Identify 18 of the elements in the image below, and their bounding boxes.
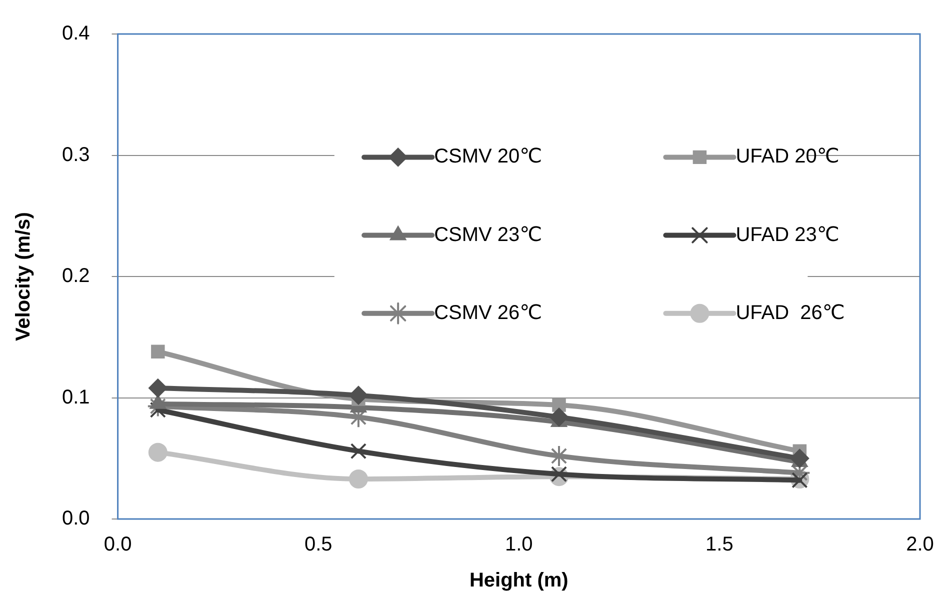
y-tick-label: 0.3: [62, 144, 90, 166]
legend-label: CSMV 26℃: [434, 302, 542, 324]
x-tick-label: 1.0: [504, 534, 533, 556]
y-tick-label: 0.2: [62, 265, 90, 288]
legend-label: UFAD 20℃: [736, 146, 840, 168]
x-axis-title: Height (m): [469, 570, 568, 592]
legend-label: UFAD 26℃: [736, 302, 845, 324]
legend-label: UFAD 23℃: [736, 224, 840, 246]
x-tick-label: 0.0: [104, 534, 132, 556]
y-tick-label: 0.1: [62, 386, 90, 408]
x-tick-label: 0.5: [304, 534, 332, 556]
y-tick-label: 0.0: [62, 508, 90, 530]
legend-label: CSMV 23℃: [434, 224, 542, 246]
y-tick-label: 0.4: [62, 22, 90, 45]
y-axis-title: Velocity (m/s): [12, 212, 35, 341]
x-tick-label: 2.0: [906, 534, 934, 556]
x-tick-label: 1.5: [706, 534, 734, 556]
legend-label: CSMV 20℃: [434, 146, 542, 168]
